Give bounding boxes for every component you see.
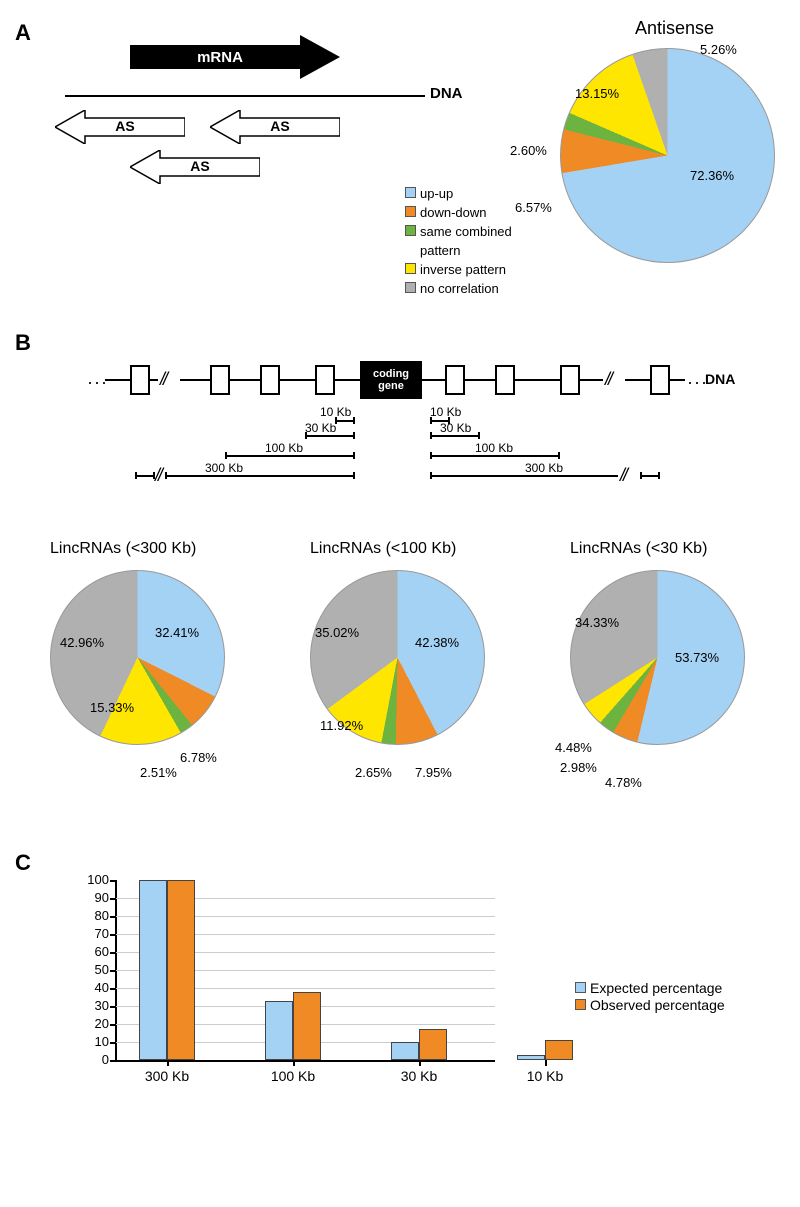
panel-b-label: B (15, 330, 31, 356)
slice-label: 6.57% (515, 200, 552, 215)
panel-b: B ··· // // ··· coding gene DNA 10 Kb 30… (15, 330, 785, 810)
slice-label: 4.78% (605, 775, 642, 790)
legend-expected: Expected percentage (590, 980, 722, 996)
bar (419, 1029, 447, 1060)
svg-text:AS: AS (270, 118, 289, 134)
slice-label: 4.48% (555, 740, 592, 755)
ytick-label: 50 (75, 962, 109, 977)
coding-gene-box: coding gene (360, 361, 422, 399)
legend-down-down: down-down (420, 204, 487, 222)
dna-b-label: DNA (705, 371, 735, 387)
dna-line (65, 95, 425, 97)
bar (545, 1040, 573, 1060)
legend-observed: Observed percentage (590, 997, 725, 1013)
slice-label: 35.02% (315, 625, 359, 640)
slice-label: 2.60% (510, 143, 547, 158)
pie-antisense: 72.36%6.57%2.60%13.15%5.26% (560, 48, 775, 263)
mrna-arrow: mRNA (130, 35, 340, 79)
slice-label: 2.98% (560, 760, 597, 775)
ytick-label: 10 (75, 1034, 109, 1049)
legend-inverse: inverse pattern (420, 261, 506, 279)
pie-b1: 32.41%6.78%2.51%15.33%42.96% (50, 570, 225, 745)
slice-label: 42.96% (60, 635, 104, 650)
swatch-down-down (405, 206, 416, 217)
bar (293, 992, 321, 1060)
slice-label: 32.41% (155, 625, 199, 640)
legend-up-up: up-up (420, 185, 453, 203)
panel-c: C 0 10 20 30 40 50 60 70 80 90 100 300 Kb 100 Kb 30 K… (15, 850, 785, 1130)
slice-label: 6.78% (180, 750, 217, 765)
swatch-inverse (405, 263, 416, 274)
bar (139, 880, 167, 1060)
swatch-expected (575, 982, 586, 993)
slice-label: 2.65% (355, 765, 392, 780)
swatch-up-up (405, 187, 416, 198)
bar (391, 1042, 419, 1060)
as-arrow-1: AS (55, 110, 185, 144)
mrna-text: mRNA (197, 49, 243, 66)
dna-label: DNA (430, 85, 463, 102)
ytick-label: 90 (75, 890, 109, 905)
slice-label: 15.33% (90, 700, 134, 715)
pie-b2: 42.38%7.95%2.65%11.92%35.02% (310, 570, 485, 745)
x-axis (115, 1060, 495, 1062)
ytick-label: 100 (75, 872, 109, 887)
as-arrow-3: AS (130, 150, 260, 184)
bar-chart-c: 0102030405060708090100300 Kb100 Kb30 Kb1… (75, 880, 505, 1100)
xtick-label: 30 Kb (383, 1068, 455, 1084)
legend-same: same combined pattern (420, 223, 512, 259)
swatch-same (405, 225, 416, 236)
swatch-observed (575, 999, 586, 1010)
svg-text:AS: AS (115, 118, 134, 134)
bar (265, 1001, 293, 1060)
ytick-label: 60 (75, 944, 109, 959)
as-arrow-2: AS (210, 110, 340, 144)
pie-b3: 53.73%4.78%2.98%4.48%34.33% (570, 570, 745, 745)
legend-a: up-up down-down same combined pattern in… (405, 185, 512, 299)
legend-c: Expected percentage Observed percentage (575, 980, 725, 1014)
panel-a-label: A (15, 20, 31, 46)
slice-label: 53.73% (675, 650, 719, 665)
xtick-label: 300 Kb (131, 1068, 203, 1084)
ytick-label: 20 (75, 1016, 109, 1031)
antisense-title: Antisense (635, 18, 714, 39)
slice-label: 2.51% (140, 765, 177, 780)
panel-a: A DNA mRNA AS AS AS Antisense 72.36%6.57… (15, 20, 785, 290)
svg-text:AS: AS (190, 158, 209, 174)
ytick-label: 0 (75, 1052, 109, 1067)
slice-label: 7.95% (415, 765, 452, 780)
pie-b1-title: LincRNAs (<300 Kb) (50, 540, 196, 558)
pie-b2-title: LincRNAs (<100 Kb) (310, 540, 456, 558)
slice-label: 5.26% (700, 42, 737, 57)
slice-label: 34.33% (575, 615, 619, 630)
slice-label: 42.38% (415, 635, 459, 650)
legend-nocorr: no correlation (420, 280, 499, 298)
ytick-label: 40 (75, 980, 109, 995)
gene-diagram-b: ··· // // ··· coding gene DNA 10 Kb 30 K… (105, 355, 705, 505)
panel-c-label: C (15, 850, 31, 876)
swatch-nocorr (405, 282, 416, 293)
slice-label: 72.36% (690, 168, 734, 183)
ytick-label: 80 (75, 908, 109, 923)
slice-label: 11.92% (320, 718, 363, 733)
bar (167, 880, 195, 1060)
slice-label: 13.15% (575, 86, 619, 101)
ytick-label: 70 (75, 926, 109, 941)
bar (517, 1055, 545, 1060)
pie-b3-title: LincRNAs (<30 Kb) (570, 540, 707, 558)
xtick-label: 10 Kb (509, 1068, 581, 1084)
ytick-label: 30 (75, 998, 109, 1013)
xtick-label: 100 Kb (257, 1068, 329, 1084)
